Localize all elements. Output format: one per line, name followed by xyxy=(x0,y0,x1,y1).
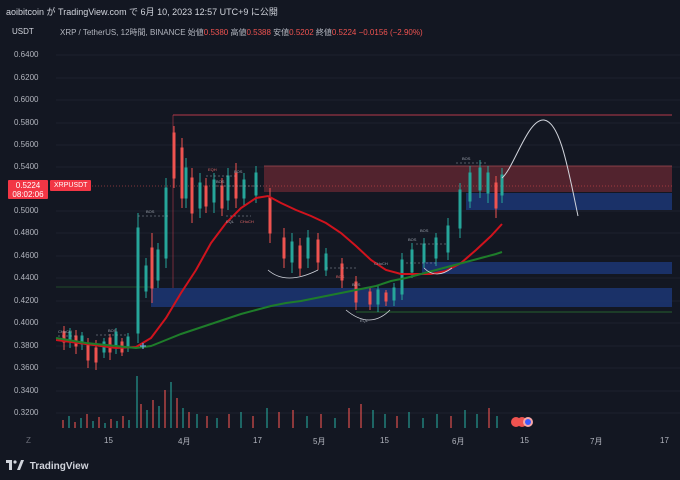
label-bos: BOS xyxy=(234,169,243,174)
label-bos: BOS xyxy=(108,328,117,333)
y-tick: 0.4400 xyxy=(14,273,39,282)
y-tick: 0.5000 xyxy=(14,206,39,215)
label-bos: BOS xyxy=(408,237,417,242)
y-tick: 0.6400 xyxy=(14,50,39,59)
label-eql: EQL xyxy=(226,219,235,224)
y-tick: 0.5600 xyxy=(14,140,39,149)
bar-countdown: 08:02:06 xyxy=(12,190,44,199)
tradingview-logo-icon xyxy=(6,460,24,470)
y-tick: 0.4800 xyxy=(14,228,39,237)
brand-name: TradingView xyxy=(29,461,89,472)
symbol-legend[interactable]: XRP / TetherUS, 12時間, BINANCE 始値0.5380 高… xyxy=(60,27,423,38)
event-icons[interactable] xyxy=(511,417,533,427)
ma-green-line xyxy=(56,251,503,350)
time-axis[interactable]: 15 4月 17 5月 15 6月 15 7月 17 xyxy=(56,436,680,450)
label-choch: CHoCH xyxy=(374,261,388,266)
x-tick: 15 xyxy=(104,436,113,445)
drawn-arc-left xyxy=(267,269,319,279)
quote-currency-label: USDT xyxy=(12,27,34,36)
y-tick: 0.6000 xyxy=(14,95,39,104)
supply-zone xyxy=(264,166,672,192)
y-tick: 0.3800 xyxy=(14,341,39,350)
x-tick: 15 xyxy=(380,436,389,445)
structure-lines xyxy=(58,162,486,337)
x-tick: 17 xyxy=(253,436,262,445)
y-tick: 0.5800 xyxy=(14,118,39,127)
drawn-arc-right xyxy=(423,267,453,275)
close-value: 0.5224 xyxy=(331,28,357,37)
x-tick: 7月 xyxy=(590,437,603,446)
cross-marker xyxy=(140,343,146,349)
grid xyxy=(56,54,680,414)
low-value: 0.5202 xyxy=(289,28,314,37)
y-tick: 0.4600 xyxy=(14,251,39,260)
y-tick: 0.3200 xyxy=(14,408,39,417)
open-label: 始値 xyxy=(187,28,204,37)
blue-zone-low xyxy=(151,288,672,307)
y-tick: 0.4200 xyxy=(14,296,39,305)
close-label: 終値 xyxy=(315,28,332,37)
structure-labels: CHoCH BOS BOS EQH BOS BOS EQL CHoCH BOS … xyxy=(58,156,471,334)
price-chart[interactable]: CHoCH BOS BOS EQH BOS BOS EQL CHoCH BOS … xyxy=(56,38,680,436)
publish-info: aoibitcoin が TradingView.com で 6月 10, 20… xyxy=(6,7,278,17)
high-value: 0.5388 xyxy=(246,28,271,37)
y-tick: 0.3400 xyxy=(14,386,39,395)
high-label: 高値 xyxy=(230,28,247,37)
x-tick: 17 xyxy=(660,436,669,445)
y-tick: 0.4000 xyxy=(14,318,39,327)
label-bos: BOS xyxy=(216,179,225,184)
x-tick: 6月 xyxy=(452,437,465,446)
x-tick: 5月 xyxy=(313,437,326,446)
candles xyxy=(62,126,504,370)
price-axis[interactable]: 0.6400 0.6200 0.6000 0.5800 0.5600 0.540… xyxy=(0,38,56,438)
label-eql: EQL xyxy=(360,318,369,323)
x-tick: 15 xyxy=(520,436,529,445)
blue-zone-mid xyxy=(422,262,672,274)
label-bos: BOS xyxy=(420,228,429,233)
drawn-forecast-curve xyxy=(501,119,579,217)
zoom-reset-button[interactable]: Z xyxy=(26,436,31,445)
label-bos: BOS xyxy=(352,282,361,287)
x-tick: 4月 xyxy=(178,437,191,446)
label-choch: CHoCH xyxy=(240,219,254,224)
volume-bars xyxy=(62,376,498,428)
blue-zone-top xyxy=(466,193,672,210)
y-tick: 0.3600 xyxy=(14,363,39,372)
open-value: 0.5380 xyxy=(203,28,229,37)
change-value: −0.0156 (−2.90%) xyxy=(358,28,423,37)
y-tick: 0.6200 xyxy=(14,73,39,82)
label-eqh: EQH xyxy=(208,167,217,172)
symbol-name: XRP / TetherUS, 12時間, BINANCE xyxy=(60,28,186,37)
low-label: 安値 xyxy=(273,28,290,37)
label-choch: CHoCH xyxy=(58,329,72,334)
y-tick: 0.5400 xyxy=(14,162,39,171)
label-bos: BOS xyxy=(336,274,345,279)
ma-red-line xyxy=(56,194,503,350)
last-price: 0.5224 xyxy=(15,181,41,190)
label-bos: BOS xyxy=(462,156,471,161)
footer-brand[interactable]: TradingView xyxy=(6,460,89,472)
symbol-price-tag: XRPUSDT xyxy=(50,180,92,191)
page-header: aoibitcoin が TradingView.com で 6月 10, 20… xyxy=(0,0,680,22)
drawn-arc-mid xyxy=(345,309,391,321)
last-price-tag: 0.5224 08:02:06 xyxy=(8,180,48,199)
label-bos: BOS xyxy=(146,209,155,214)
